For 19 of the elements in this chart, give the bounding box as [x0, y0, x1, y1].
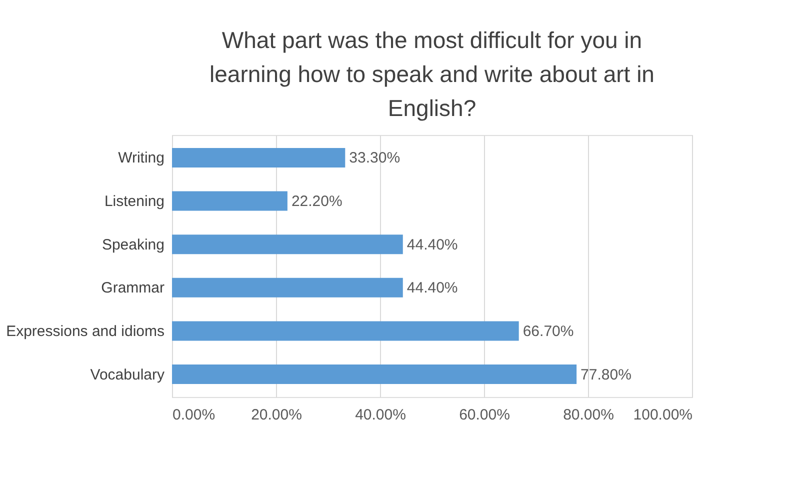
x-tick-label: 60.00% [459, 406, 510, 424]
data-label: 33.30% [349, 150, 400, 167]
y-tick-label: Expressions and idioms [6, 322, 164, 340]
data-label: 22.20% [291, 193, 342, 210]
y-tick-label: Vocabulary [90, 366, 165, 384]
y-tick-label: Writing [118, 150, 164, 167]
x-tick-label: 0.00% [172, 406, 216, 424]
data-label: 77.80% [580, 366, 632, 384]
x-tick-label: 100.00% [633, 406, 692, 424]
x-tick-label: 80.00% [563, 406, 614, 424]
data-label: 66.70% [522, 322, 574, 340]
y-tick-label: Speaking [102, 236, 164, 254]
x-tick-label: 40.00% [355, 406, 406, 424]
chart-title: What part was the most difficult for you in learning how to speak and write about art in English? [210, 27, 654, 121]
y-tick-label: Listening [104, 193, 164, 210]
data-label: 44.40% [406, 236, 458, 254]
x-tick-label: 20.00% [251, 406, 302, 424]
y-tick-label: Grammar [101, 280, 164, 297]
data-label: 44.40% [406, 280, 458, 297]
